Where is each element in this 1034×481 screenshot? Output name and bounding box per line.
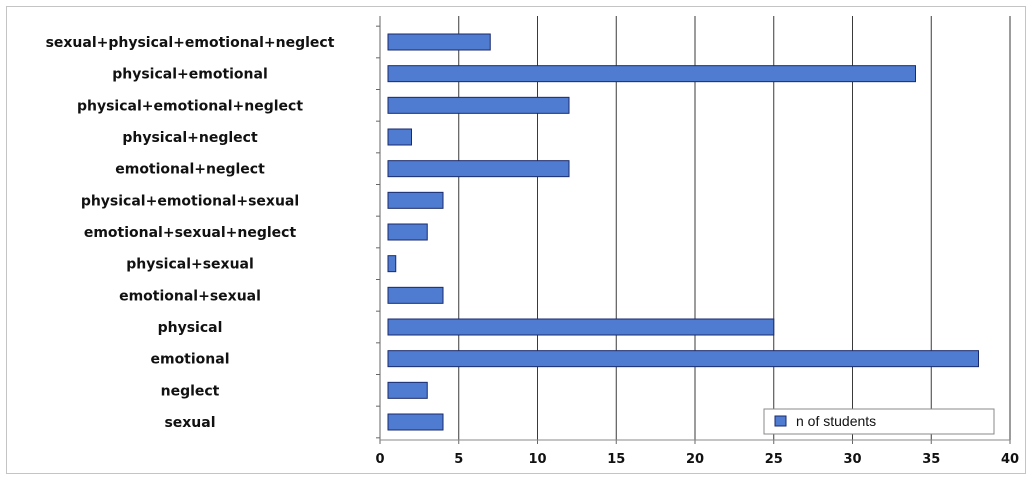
chart-frame bbox=[6, 6, 1026, 474]
x-tick-label: 10 bbox=[528, 452, 546, 467]
x-tick-label: 5 bbox=[454, 452, 463, 467]
bar bbox=[387, 65, 916, 83]
x-tick-label: 0 bbox=[375, 452, 384, 467]
bar bbox=[387, 96, 570, 114]
legend-label: n of students bbox=[796, 413, 876, 429]
category-labels: sexual+physical+emotional+neglect physica… bbox=[46, 35, 335, 431]
category-label: physical+emotional bbox=[112, 67, 268, 83]
category-label: emotional+sexual bbox=[119, 288, 261, 304]
bar bbox=[387, 350, 979, 368]
legend: n of students bbox=[763, 408, 995, 435]
bar bbox=[387, 286, 444, 304]
bar bbox=[387, 128, 412, 146]
bar bbox=[387, 381, 428, 399]
category-label: physical+neglect bbox=[122, 130, 258, 146]
category-label: sexual+physical+emotional+neglect bbox=[46, 35, 335, 51]
category-label: physical+emotional+neglect bbox=[77, 98, 303, 114]
bar bbox=[387, 413, 444, 431]
category-label: sexual bbox=[164, 415, 215, 431]
category-label: emotional+sexual+neglect bbox=[84, 225, 297, 241]
x-tick-label: 15 bbox=[607, 452, 625, 467]
category-label: physical+emotional+sexual bbox=[81, 193, 299, 209]
category-label: emotional bbox=[150, 352, 229, 368]
x-tick-label: 25 bbox=[765, 452, 783, 467]
bar bbox=[387, 318, 775, 336]
bar bbox=[387, 255, 397, 273]
x-tick-label: 40 bbox=[1001, 452, 1019, 467]
legend-box bbox=[763, 408, 995, 435]
legend-swatch bbox=[774, 415, 787, 427]
category-label: neglect bbox=[161, 383, 220, 399]
bar bbox=[387, 191, 444, 209]
x-tick-label: 35 bbox=[922, 452, 940, 467]
bar bbox=[387, 160, 570, 178]
x-tick-labels: 0 5 10 15 20 25 30 35 40 bbox=[375, 452, 1019, 467]
axes bbox=[376, 16, 1011, 444]
bars bbox=[387, 33, 979, 431]
bar bbox=[387, 223, 428, 241]
grid-lines bbox=[458, 16, 1011, 440]
category-label: emotional+neglect bbox=[115, 162, 265, 178]
x-tick-label: 20 bbox=[686, 452, 704, 467]
bar bbox=[387, 33, 491, 51]
category-label: physical bbox=[158, 320, 223, 336]
category-label: physical+sexual bbox=[126, 257, 254, 273]
x-tick-label: 30 bbox=[843, 452, 861, 467]
